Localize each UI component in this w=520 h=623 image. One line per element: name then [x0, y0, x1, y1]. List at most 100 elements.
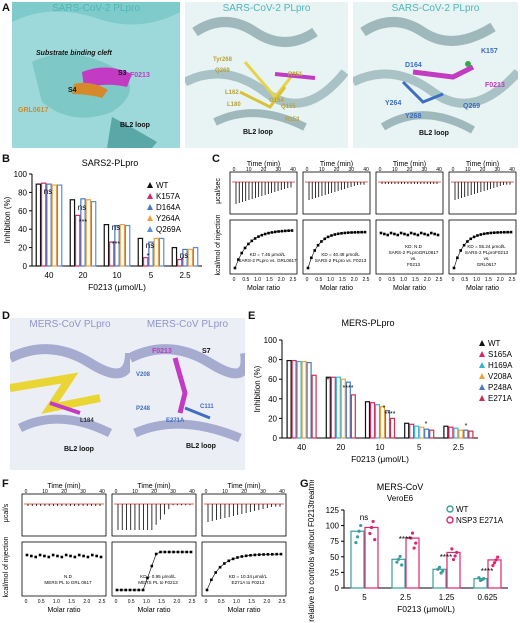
- top-x-label: Time (min): [393, 161, 426, 168]
- bar: [296, 360, 302, 439]
- bar: [142, 257, 149, 267]
- data-point: [369, 525, 374, 530]
- top-x-tick: 10: [465, 167, 471, 173]
- bottom-x-tick: 0: [379, 277, 382, 283]
- bar: [153, 237, 160, 267]
- itc-annotation: SARS-2 PLpro vs. GRL0617: [238, 258, 297, 263]
- bottom-y-label: kcal/mol of injection: [3, 536, 10, 597]
- data-point: [437, 565, 442, 570]
- isotherm-frame: [21, 541, 107, 597]
- data-point: [412, 546, 416, 550]
- itc-annotation: SARS-2 PLpro vs. F0213: [315, 258, 367, 263]
- isotherm-point: [99, 555, 103, 559]
- bar: [340, 378, 346, 439]
- structure-title-1: SARS-CoV-2 PLpro: [52, 3, 140, 14]
- label-bl2-2: BL2 loop: [243, 129, 273, 136]
- bottom-x-tick: 1.5: [266, 277, 273, 283]
- bottom-x-tick: 1.0: [473, 277, 480, 283]
- label-p248: P248: [136, 406, 151, 412]
- legend-label: Y264A: [156, 214, 181, 223]
- y-tick-label: 25: [330, 568, 339, 577]
- bottom-x-label: Molar ratio: [320, 285, 353, 292]
- y-axis-label: PFU relative to controls without F0213tr…: [307, 480, 316, 623]
- top-x-tick: 10: [246, 167, 252, 173]
- bar: [171, 246, 178, 267]
- label-c111: C111: [200, 404, 214, 410]
- chart-sars2-inhibition: SARS2-PLpro 0 20 40 60 80 100 40 20 10 5 2.5 F0213 (…: [3, 158, 202, 292]
- panel-label-d: D: [2, 310, 10, 322]
- bar: [119, 223, 126, 267]
- itc-annotation: E271A to F0213: [232, 580, 265, 585]
- isotherm-point: [73, 555, 77, 559]
- bottom-x-label: Molar ratio: [137, 607, 170, 614]
- isotherm-point: [51, 553, 55, 557]
- data-point: [496, 555, 500, 559]
- top-x-tick: 0: [115, 489, 118, 495]
- bar: [409, 423, 415, 439]
- isotherm-frame: [448, 219, 517, 275]
- bar: [286, 359, 292, 439]
- isotherm-point: [436, 233, 440, 237]
- bottom-x-label: Molar ratio: [227, 607, 260, 614]
- annotation: ns: [146, 241, 154, 250]
- bar: [419, 426, 425, 439]
- y-axis-label: Inhibition (%): [253, 365, 262, 412]
- data-point: [477, 576, 481, 580]
- label-l180: L180: [227, 102, 241, 108]
- annotation: ****: [385, 411, 396, 418]
- top-x-tick: 0: [379, 167, 382, 173]
- chart-title: MERS-CoV: [377, 482, 424, 492]
- bar: [124, 224, 131, 267]
- bar: [103, 223, 110, 267]
- data-point: [395, 560, 399, 564]
- bar: [424, 428, 430, 439]
- bar: [350, 394, 356, 439]
- data-point: [410, 531, 415, 535]
- data-point: [368, 531, 372, 536]
- annotation: ***: [79, 219, 87, 226]
- x-tick-label: 1.25: [439, 593, 455, 602]
- data-point: [357, 529, 361, 533]
- y-tick-label: 0: [23, 262, 28, 271]
- annotation: ***: [112, 241, 120, 248]
- bottom-x-tick: 0: [115, 599, 118, 605]
- bottom-x-tick: 2.5: [436, 277, 443, 283]
- isotherm-point: [416, 233, 420, 237]
- bar: [374, 404, 381, 439]
- itc-annotation: SARS-2 PLproF0213: [465, 250, 509, 255]
- isotherm-point: [406, 233, 410, 237]
- data-point: [491, 563, 495, 568]
- annotation: ns: [360, 513, 368, 522]
- data-point: [354, 540, 358, 545]
- annotation: *: [327, 377, 330, 384]
- annotation: ****: [343, 385, 354, 392]
- isotherm-point: [25, 553, 29, 557]
- legend-marker: [479, 362, 485, 368]
- itc-annotation: GRL0617: [477, 262, 497, 267]
- panel-label-f: F: [2, 478, 9, 490]
- top-x-label: Time (min): [137, 483, 170, 490]
- label-k157: K157: [481, 48, 498, 55]
- bar: [192, 246, 199, 267]
- label-g154: G154: [269, 98, 284, 104]
- chart-mers-inhibition: MERS-PLpro 0 20 40 60 80 100 40 20 10 5 2.5 F0213 (μ…: [253, 318, 513, 464]
- top-x-tick: 0: [25, 489, 28, 495]
- data-point: [482, 577, 486, 581]
- chart-subtitle: VeroE6: [387, 494, 414, 503]
- isotherm-point: [43, 554, 46, 558]
- bar: [453, 427, 459, 439]
- bar: [182, 248, 188, 267]
- data-point: [451, 557, 456, 562]
- mers-structure-panel-2: MERS-CoV PLpro F0213 S7 V208 P248 E271A …: [130, 318, 245, 470]
- top-x-tick: 30: [260, 489, 266, 495]
- bottom-x-tick: 2.0: [497, 277, 504, 283]
- bar: [148, 241, 154, 267]
- fit-curve: [234, 230, 293, 269]
- bottom-x-label: Molar ratio: [47, 607, 80, 614]
- bar: [90, 200, 97, 267]
- top-x-tick: 30: [348, 167, 354, 173]
- legend-marker: [479, 351, 485, 357]
- x-tick-label: 0.625: [477, 593, 498, 602]
- label-tyr: Tyr268: [213, 57, 232, 63]
- top-x-tick: 40: [509, 167, 515, 173]
